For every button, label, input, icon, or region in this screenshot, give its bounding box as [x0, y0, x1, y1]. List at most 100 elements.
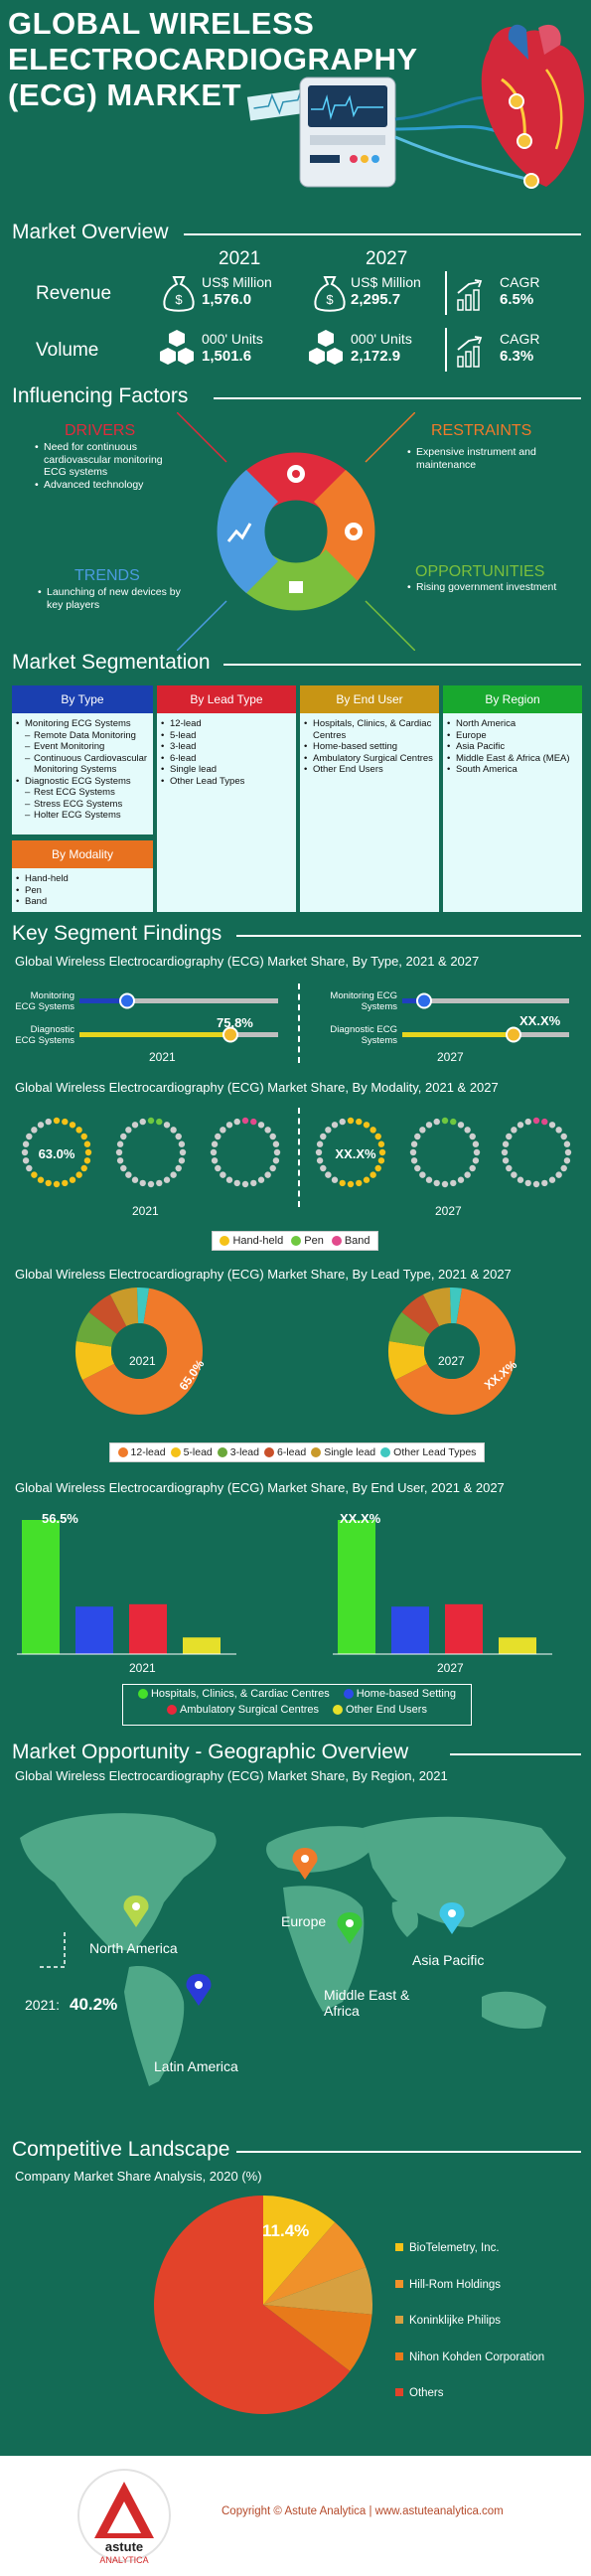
modality-dot	[472, 1157, 480, 1164]
competitive-slice	[263, 2196, 336, 2305]
enduser-bar	[338, 1520, 375, 1654]
enduser-chart-title: Global Wireless Electrocardiography (ECG…	[15, 1480, 505, 1495]
legend-item: 6-lead	[263, 1446, 306, 1458]
astute-analytica-logo: astute ANALYTICA	[77, 2469, 171, 2565]
competitive-legend: BioTelemetry, Inc. Hill-Rom Holdings Kon…	[395, 2230, 584, 2412]
volume-value-2027: 2,172.9	[351, 348, 401, 365]
modality-dot	[369, 1171, 376, 1178]
modality-chart-year-2027: 2027	[435, 1204, 462, 1218]
modality-dot	[225, 1176, 233, 1183]
modality-dot	[170, 1171, 177, 1178]
section-title-influencing-factors: Influencing Factors	[12, 384, 189, 407]
segment-by-end-user-box: Hospitals, Clinics, & Cardiac Centres Ho…	[300, 713, 439, 912]
lead-chart-year-2027: 2027	[438, 1354, 465, 1368]
legend-item: Pen	[291, 1235, 324, 1247]
competitive-top-value: 11.4%	[262, 2221, 310, 2240]
modality-dot	[548, 1122, 556, 1129]
lead-chart-title: Global Wireless Electrocardiography (ECG…	[15, 1267, 512, 1282]
modality-dot	[211, 1140, 219, 1147]
type-row-monitoring-label: Monitoring ECG Systems	[15, 990, 74, 1012]
modality-dot	[377, 1140, 385, 1147]
modality-dot	[374, 1133, 381, 1140]
modality-dot	[53, 1117, 61, 1125]
modality-dot	[414, 1164, 421, 1172]
volume-label: Volume	[36, 340, 99, 361]
section-divider	[214, 397, 581, 399]
section-divider	[450, 1753, 581, 1755]
legend-item: BioTelemetry, Inc.	[395, 2230, 584, 2267]
legend-item: Other Lead Types	[380, 1446, 476, 1458]
type-chart-year-2021: 2021	[149, 1050, 176, 1064]
lead-slice	[81, 1288, 203, 1415]
list-item: Single lead	[161, 764, 292, 776]
legend-item: Hospitals, Clinics, & Cardiac Centres	[137, 1688, 330, 1700]
modality-dot	[156, 1179, 163, 1187]
modality-dot	[325, 1127, 332, 1134]
divider	[298, 1108, 300, 1207]
list-item: Expensive instrument and maintenance	[407, 446, 586, 471]
asia-pacific-pin	[439, 1902, 465, 1934]
section-divider	[184, 233, 581, 235]
modality-dot	[457, 1122, 465, 1129]
lead-slice	[388, 1340, 428, 1381]
modality-dot	[524, 1179, 531, 1187]
list-item: Band	[16, 896, 149, 908]
modality-dot	[175, 1133, 182, 1140]
list-item: North America	[447, 718, 578, 730]
list-item: Launching of new devices by key players	[38, 586, 197, 611]
modality-dot	[131, 1122, 139, 1129]
modality-chart-2027-value: XX.X%	[335, 1146, 376, 1161]
section-divider	[223, 664, 581, 666]
enduser-chart	[17, 1520, 552, 1655]
enduser-chart-2021-value: 56.5%	[42, 1511, 78, 1526]
modality-chart-year-2021: 2021	[132, 1204, 159, 1218]
segment-by-region-header: By Region	[443, 685, 582, 713]
section-title-market-segmentation: Market Segmentation	[12, 651, 211, 674]
restraints-label: RESTRAINTS	[431, 422, 532, 439]
segment-by-type-box: Monitoring ECG Systems Remote Data Monit…	[12, 713, 153, 834]
modality-dot	[563, 1157, 571, 1164]
lead-chart-year-2021: 2021	[129, 1354, 156, 1368]
modality-dot	[83, 1157, 91, 1164]
svg-text:$: $	[326, 292, 334, 307]
competitive-pie	[153, 2196, 372, 2414]
modality-dot	[506, 1164, 513, 1172]
enduser-bar	[391, 1606, 429, 1654]
list-item: Other Lead Types	[161, 776, 292, 788]
svg-text:$: $	[175, 292, 183, 307]
modality-dot	[80, 1164, 87, 1172]
modality-dot	[170, 1127, 177, 1134]
modality-dot	[272, 1157, 280, 1164]
legend-item: Other End Users	[333, 1704, 427, 1716]
region-label-north-america: North America	[89, 1940, 178, 1956]
modality-dot	[473, 1148, 481, 1156]
modality-dot	[419, 1127, 426, 1134]
donut-hole	[424, 1323, 480, 1379]
divider	[298, 984, 300, 1063]
world-map	[20, 1813, 566, 2086]
modality-dot	[316, 1157, 324, 1164]
legend-item: 3-lead	[217, 1446, 259, 1458]
modality-dot	[80, 1133, 87, 1140]
modality-dot	[120, 1133, 127, 1140]
section-title-market-overview: Market Overview	[12, 221, 169, 243]
opportunities-list: Rising government investment	[407, 581, 586, 594]
region-label-mea: Middle East & Africa	[324, 1987, 410, 2019]
list-item: Pen	[16, 885, 149, 897]
modality-dot	[241, 1180, 249, 1188]
region-label-latin-america: Latin America	[154, 2058, 238, 2074]
modality-dot	[45, 1179, 52, 1187]
modality-dot	[45, 1118, 52, 1126]
modality-dot	[511, 1127, 517, 1134]
modality-dot	[131, 1176, 139, 1183]
enduser-bar	[499, 1637, 536, 1654]
modality-chart	[21, 1117, 572, 1188]
modality-ring	[21, 1117, 92, 1188]
modality-dot	[210, 1148, 218, 1156]
modality-dot	[62, 1179, 69, 1187]
enduser-bar	[129, 1603, 167, 1654]
lead-slice	[401, 1293, 440, 1334]
lead-slice	[449, 1288, 463, 1324]
modality-dot	[115, 1148, 123, 1156]
type-row-diagnostic-label: Diagnostic ECG Systems	[15, 1024, 74, 1046]
